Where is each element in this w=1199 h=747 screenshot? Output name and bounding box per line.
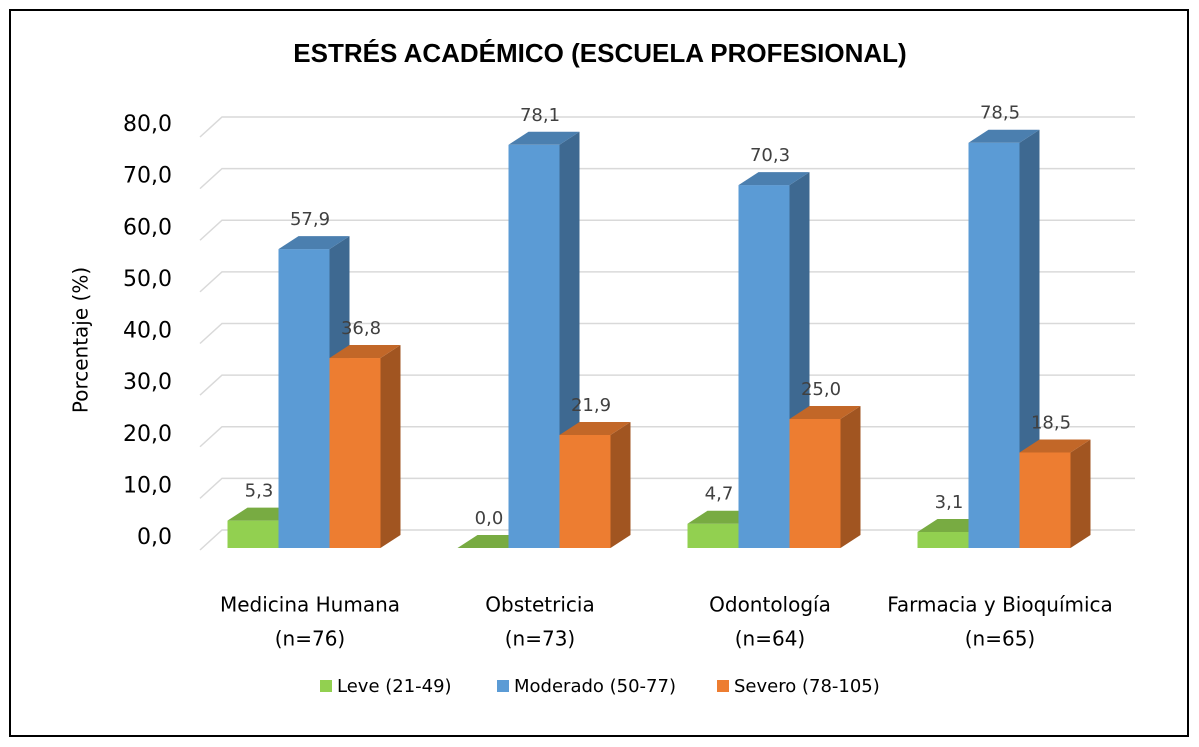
value-label: 4,7: [705, 484, 734, 505]
legend-swatch: [497, 680, 509, 692]
grid-line: [199, 271, 1135, 293]
value-label: 0,0: [475, 508, 504, 529]
value-label: 25,0: [801, 379, 841, 400]
legend-swatch: [717, 680, 729, 692]
bar-front: [508, 144, 560, 548]
y-tick-label: 50,0: [123, 267, 172, 292]
x-tick-label: Obstetricia: [485, 593, 594, 617]
value-label: 21,9: [571, 395, 611, 416]
grid-line: [199, 167, 1135, 190]
value-label: 18,5: [1031, 412, 1071, 433]
bar-front: [687, 523, 739, 548]
y-axis-title: Porcentaje (%): [69, 267, 93, 413]
chart-title: ESTRÉS ACADÉMICO (ESCUELA PROFESIONAL): [293, 38, 906, 68]
bar-top: [559, 421, 631, 435]
y-tick-label: 20,0: [123, 422, 172, 447]
grid-line: [199, 374, 1135, 396]
value-label: 36,8: [341, 318, 381, 339]
x-tick-label: (n=73): [505, 627, 576, 651]
y-tick-label: 30,0: [123, 370, 172, 395]
bar: [789, 405, 861, 548]
value-label: 70,3: [750, 145, 790, 166]
value-label: 78,1: [520, 105, 560, 126]
y-tick-label: 70,0: [123, 164, 172, 189]
y-tick-label: 60,0: [123, 215, 172, 240]
bar-side: [610, 421, 631, 548]
x-tick-label: Odontología: [709, 593, 831, 617]
grid-line: [199, 219, 1135, 241]
bar: [559, 421, 631, 548]
bar-front: [227, 520, 279, 548]
bar-top: [968, 129, 1040, 143]
x-tick-label: Medicina Humana: [220, 593, 400, 617]
legend-label: Severo (78-105): [734, 676, 880, 697]
x-tick-label: (n=76): [275, 627, 346, 651]
grid-line: [199, 116, 1135, 138]
bar-side: [380, 345, 401, 548]
value-label: 5,3: [245, 481, 274, 502]
bar-front: [738, 185, 790, 549]
bar: [329, 345, 401, 548]
value-label: 3,1: [935, 492, 964, 513]
bar-side: [840, 405, 861, 548]
bar-front: [1019, 452, 1071, 548]
bar-top: [508, 131, 580, 145]
y-tick-label: 40,0: [123, 319, 172, 344]
legend-swatch: [320, 680, 332, 692]
bar-side: [1070, 439, 1091, 548]
bar-front: [559, 434, 611, 548]
bar-top: [278, 236, 350, 250]
bar: [968, 129, 1040, 548]
legend-label: Moderado (50-77): [514, 676, 676, 697]
bar-front: [968, 142, 1020, 548]
bar-top: [738, 172, 810, 186]
value-label: 78,5: [980, 103, 1020, 124]
x-tick-label: (n=64): [735, 627, 806, 651]
bar: [1019, 439, 1091, 548]
bar-front: [789, 418, 841, 548]
x-tick-label: (n=65): [965, 627, 1036, 651]
value-label: 57,9: [290, 209, 330, 230]
bar-front: [329, 358, 381, 548]
legend-label: Leve (21-49): [337, 676, 452, 697]
bar-top: [789, 405, 861, 419]
x-tick-label: Farmacia y Bioquímica: [887, 593, 1113, 617]
y-tick-label: 80,0: [123, 112, 172, 137]
bar-top: [329, 345, 401, 359]
y-tick-label: 0,0: [137, 525, 172, 550]
bar-front: [278, 249, 330, 548]
grid-line: [199, 322, 1135, 345]
bar-front: [917, 531, 969, 548]
y-tick-label: 10,0: [123, 473, 172, 498]
bar-top: [1019, 439, 1091, 453]
